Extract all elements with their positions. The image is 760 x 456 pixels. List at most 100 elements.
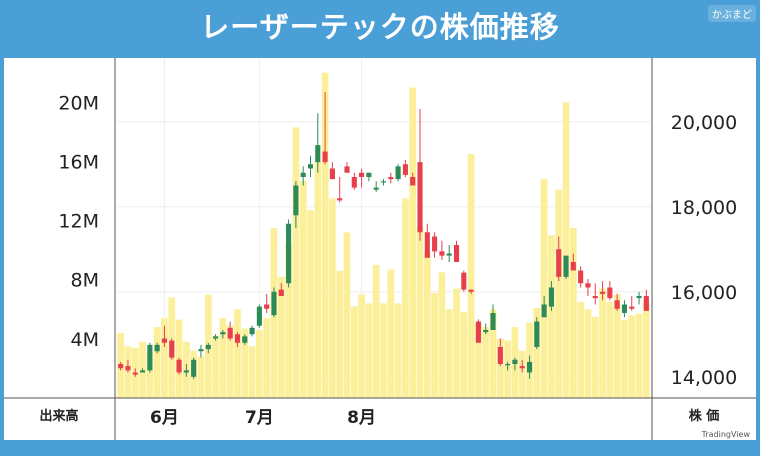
candle-body	[490, 313, 496, 330]
volume-bar	[475, 324, 482, 398]
candle-body	[344, 166, 350, 173]
volume-bar	[394, 303, 402, 398]
candle-body	[563, 255, 569, 277]
volume-bar	[613, 294, 621, 398]
candle-body	[220, 332, 226, 335]
volume-bar	[628, 315, 636, 398]
volume-bar	[453, 288, 460, 398]
candle-body	[337, 198, 343, 201]
volume-bar	[234, 309, 241, 398]
candle-body	[300, 172, 306, 177]
right-tick-label: 16,000	[671, 282, 737, 304]
candle-body	[468, 289, 474, 292]
volume-bar	[518, 350, 526, 398]
volume-bar	[423, 253, 431, 398]
volume-bar	[555, 189, 563, 398]
candle-body	[475, 321, 481, 343]
candle-body	[410, 177, 416, 186]
left-tick-label: 20M	[58, 92, 99, 114]
volume-bar	[350, 306, 358, 398]
volume-bar	[562, 102, 570, 398]
candle-body	[147, 344, 153, 371]
candle-body	[585, 283, 591, 288]
candle-body	[395, 166, 401, 180]
volume-bar	[365, 303, 373, 398]
candle-body	[125, 366, 131, 371]
candlesticks	[118, 92, 649, 379]
volume-bar	[241, 328, 249, 398]
left-tick-label: 16M	[58, 151, 99, 173]
left-axis-ticks: 4M 8M 12M 16M 20M	[58, 92, 99, 351]
volume-bar	[321, 72, 329, 399]
chart-title: レーザーテックの株価推移	[200, 10, 560, 44]
candle-body	[329, 168, 335, 180]
volume-bar	[161, 318, 168, 398]
x-tick-label: 8月	[347, 408, 376, 428]
candle-body	[534, 321, 540, 347]
candle-body	[278, 289, 284, 296]
candle-body	[578, 270, 584, 284]
right-tick-label: 18,000	[671, 197, 737, 219]
volume-bar	[621, 319, 628, 398]
candle-body	[132, 372, 138, 375]
candle-body	[424, 232, 430, 258]
candle-body	[607, 287, 613, 299]
candle-body	[359, 172, 365, 177]
volume-axis-label: 出来高	[39, 408, 78, 424]
right-axis-ticks: 14,000 16,000 18,000 20,000	[671, 112, 737, 389]
volume-bar	[402, 198, 409, 398]
volume-bar	[343, 232, 351, 398]
candle-body	[205, 344, 211, 350]
candle-body	[519, 366, 525, 369]
volume-bar	[540, 179, 548, 398]
candle-body	[512, 359, 518, 364]
volume-bar	[226, 325, 234, 398]
volume-bar	[146, 352, 154, 398]
candle-body	[439, 251, 445, 256]
candle-body	[614, 300, 620, 309]
candle-body	[388, 177, 394, 180]
volume-bar	[416, 226, 424, 398]
candle-body	[161, 338, 168, 343]
candle-body	[366, 172, 372, 177]
volume-bar	[569, 228, 577, 398]
volume-bar	[277, 276, 285, 398]
volume-bar	[548, 235, 555, 398]
volume-bar	[438, 272, 446, 398]
candle-body	[483, 330, 489, 333]
volume-bar	[329, 198, 336, 398]
volume-bar	[372, 264, 380, 398]
candle-body	[643, 296, 649, 311]
candle-body	[351, 177, 357, 188]
candle-body	[322, 151, 328, 163]
candle-body	[118, 364, 124, 369]
volume-bar	[314, 161, 322, 398]
volume-bar	[533, 307, 541, 398]
candle-body	[307, 164, 314, 169]
candle-body	[286, 223, 292, 284]
volume-bar	[460, 312, 468, 398]
volume-bar	[584, 309, 592, 398]
candle-body	[293, 185, 299, 216]
candle-body	[621, 304, 628, 313]
candle-body	[497, 347, 503, 364]
candle-body	[256, 306, 262, 326]
volume-bar	[248, 346, 256, 398]
left-tick-label: 8M	[71, 270, 99, 292]
candle-body	[191, 359, 197, 377]
candle-body	[227, 327, 233, 339]
candle-body	[599, 291, 606, 294]
volume-bar	[219, 318, 227, 398]
volume-bar	[256, 330, 263, 398]
x-tick-label: 7月	[245, 408, 274, 428]
volume-bar	[431, 293, 438, 398]
chart-panel: 4M 8M 12M 16M 20M 14,000 16,000 18,000 20,000 6…	[4, 58, 756, 440]
candle-body	[315, 145, 321, 163]
volume-bar	[299, 180, 307, 398]
volume-bar	[489, 309, 497, 398]
volume-bar	[577, 301, 584, 398]
candle-body	[213, 336, 219, 339]
candle-body	[373, 187, 379, 190]
volume-bar	[153, 327, 161, 398]
